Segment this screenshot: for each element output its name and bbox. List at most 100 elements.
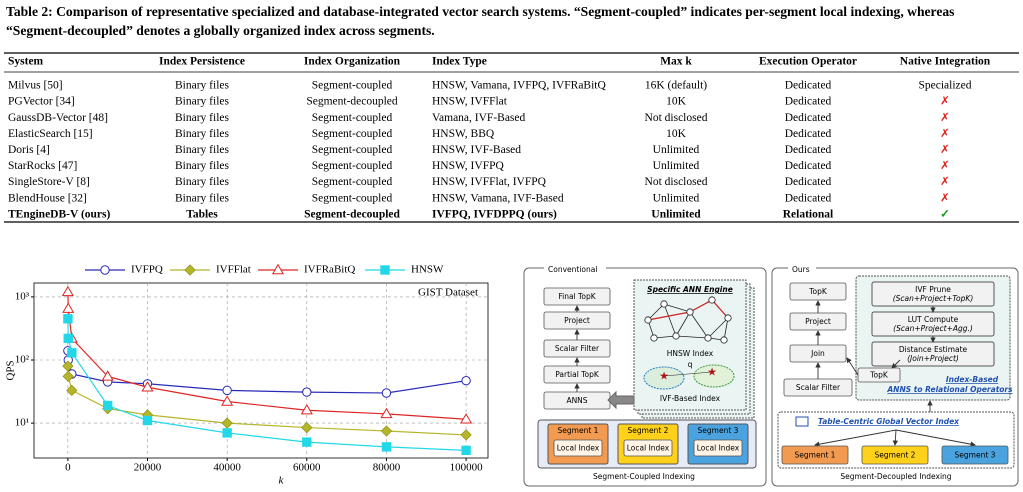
global-index-label: Table-Centric Global Vector Index xyxy=(818,417,960,426)
panel-title: Ours xyxy=(792,265,810,274)
table-cell: Segment-decoupled xyxy=(304,208,400,220)
table-cell: Vamana, IVF-Based xyxy=(432,112,526,124)
local-index-label: Local Index xyxy=(557,444,600,453)
graph-edge xyxy=(689,311,709,339)
table-cell: ✗ xyxy=(940,144,950,156)
legend-label: IVFPQ xyxy=(131,264,163,276)
local-index xyxy=(623,439,673,457)
legend-label: HNSW xyxy=(411,264,444,276)
graph-node xyxy=(644,316,652,324)
arrow xyxy=(892,429,898,446)
table-cell: Relational xyxy=(783,208,833,220)
point xyxy=(221,395,234,406)
graph-node xyxy=(686,308,694,316)
point xyxy=(102,400,113,411)
annotation: GIST Dataset xyxy=(418,287,478,299)
legend-marker xyxy=(271,263,285,275)
table-cell: TEngineDB-V (ours) xyxy=(8,208,111,220)
table-cell: Segment-coupled xyxy=(312,128,393,140)
y-tick-label: 10³ xyxy=(15,290,30,302)
point xyxy=(460,413,473,424)
table-cell: Doris [4] xyxy=(8,144,50,156)
graph-node xyxy=(708,296,716,304)
series-line xyxy=(67,291,467,420)
big-arrow xyxy=(607,390,635,410)
table-cell: Segment-coupled xyxy=(312,144,393,156)
arrow xyxy=(846,357,859,376)
table-cell: Segment-coupled xyxy=(312,192,393,204)
table-cell: Unlimited xyxy=(651,208,701,220)
column-header: Execution Operator xyxy=(759,56,857,68)
point xyxy=(63,333,73,344)
graph-edge xyxy=(723,317,729,341)
operator-detail: (Scan+Project+TopK) xyxy=(893,294,974,303)
query-line xyxy=(663,371,713,377)
segment-label: Segment 3 xyxy=(955,451,996,460)
table-cell: Segment-coupled xyxy=(312,80,393,92)
table-cell: Binary files xyxy=(175,80,229,92)
y-axis-label: QPS xyxy=(5,360,17,380)
point xyxy=(222,428,232,438)
graph-edge xyxy=(653,335,677,339)
star: ★ xyxy=(707,367,717,379)
point xyxy=(61,285,74,297)
panel-footer: Segment-Coupled Indexing xyxy=(593,472,695,481)
local-index-label: Local Index xyxy=(627,444,670,453)
pipeline-step-label: Join xyxy=(810,349,825,358)
point xyxy=(67,348,77,358)
segment xyxy=(861,445,929,465)
table-cell: Binary files xyxy=(175,160,229,172)
table-cell: Segment-coupled xyxy=(312,176,393,188)
query-label: q xyxy=(688,360,693,369)
table-cell: Dedicated xyxy=(785,112,832,124)
table-cell: ✗ xyxy=(940,192,950,204)
graph-path xyxy=(689,299,713,313)
x-tick-label: 100000 xyxy=(450,462,484,474)
table-cell: PGVector [34] xyxy=(8,96,75,108)
table-cell: Milvus [50] xyxy=(8,80,63,92)
legend-marker xyxy=(184,264,196,276)
table-cell: Segment-coupled xyxy=(312,112,393,124)
table-cell: Binary files xyxy=(175,128,229,140)
series-line xyxy=(67,350,467,394)
table-cell: Dedicated xyxy=(785,96,832,108)
table-cell: HNSW, IVF-Based xyxy=(432,144,521,156)
legend-marker xyxy=(380,265,390,275)
graph-edge xyxy=(663,303,677,337)
panel-title: Conventional xyxy=(548,265,597,274)
star: ★ xyxy=(659,371,669,383)
table-cell: Binary files xyxy=(175,192,229,204)
point xyxy=(380,407,393,419)
point xyxy=(461,445,471,456)
graph-edge xyxy=(663,303,691,313)
point xyxy=(62,370,74,383)
column-header: System xyxy=(8,56,44,68)
y-tick-label: 10¹ xyxy=(15,417,29,429)
graph-node xyxy=(672,332,680,340)
table-cell: StarRocks [47] xyxy=(8,160,77,172)
point xyxy=(302,437,312,447)
point xyxy=(62,302,75,313)
legend-label: IVFFlat xyxy=(216,264,251,276)
local-index-label: Local Index xyxy=(697,444,740,453)
note: Index-Based xyxy=(946,375,999,384)
point xyxy=(381,388,392,398)
pipeline-step-label: Scalar Filter xyxy=(796,383,841,392)
graph-node xyxy=(704,334,712,342)
segment-label: Segment 1 xyxy=(558,426,599,435)
title-bg xyxy=(544,264,606,274)
legend-label: IVFRaBitQ xyxy=(304,264,355,276)
graph-path xyxy=(647,311,691,321)
operator-name: LUT Compute xyxy=(908,315,959,324)
pipeline-step-label: Final TopK xyxy=(558,292,596,301)
table-cell: ✓ xyxy=(940,208,950,220)
graph-node xyxy=(724,314,732,322)
segment xyxy=(781,445,849,465)
local-index xyxy=(553,439,603,457)
pipeline-step xyxy=(789,282,847,301)
point xyxy=(460,429,472,441)
local-index xyxy=(693,439,743,457)
graph-node xyxy=(660,300,668,308)
segment-label: Segment 2 xyxy=(875,451,916,460)
